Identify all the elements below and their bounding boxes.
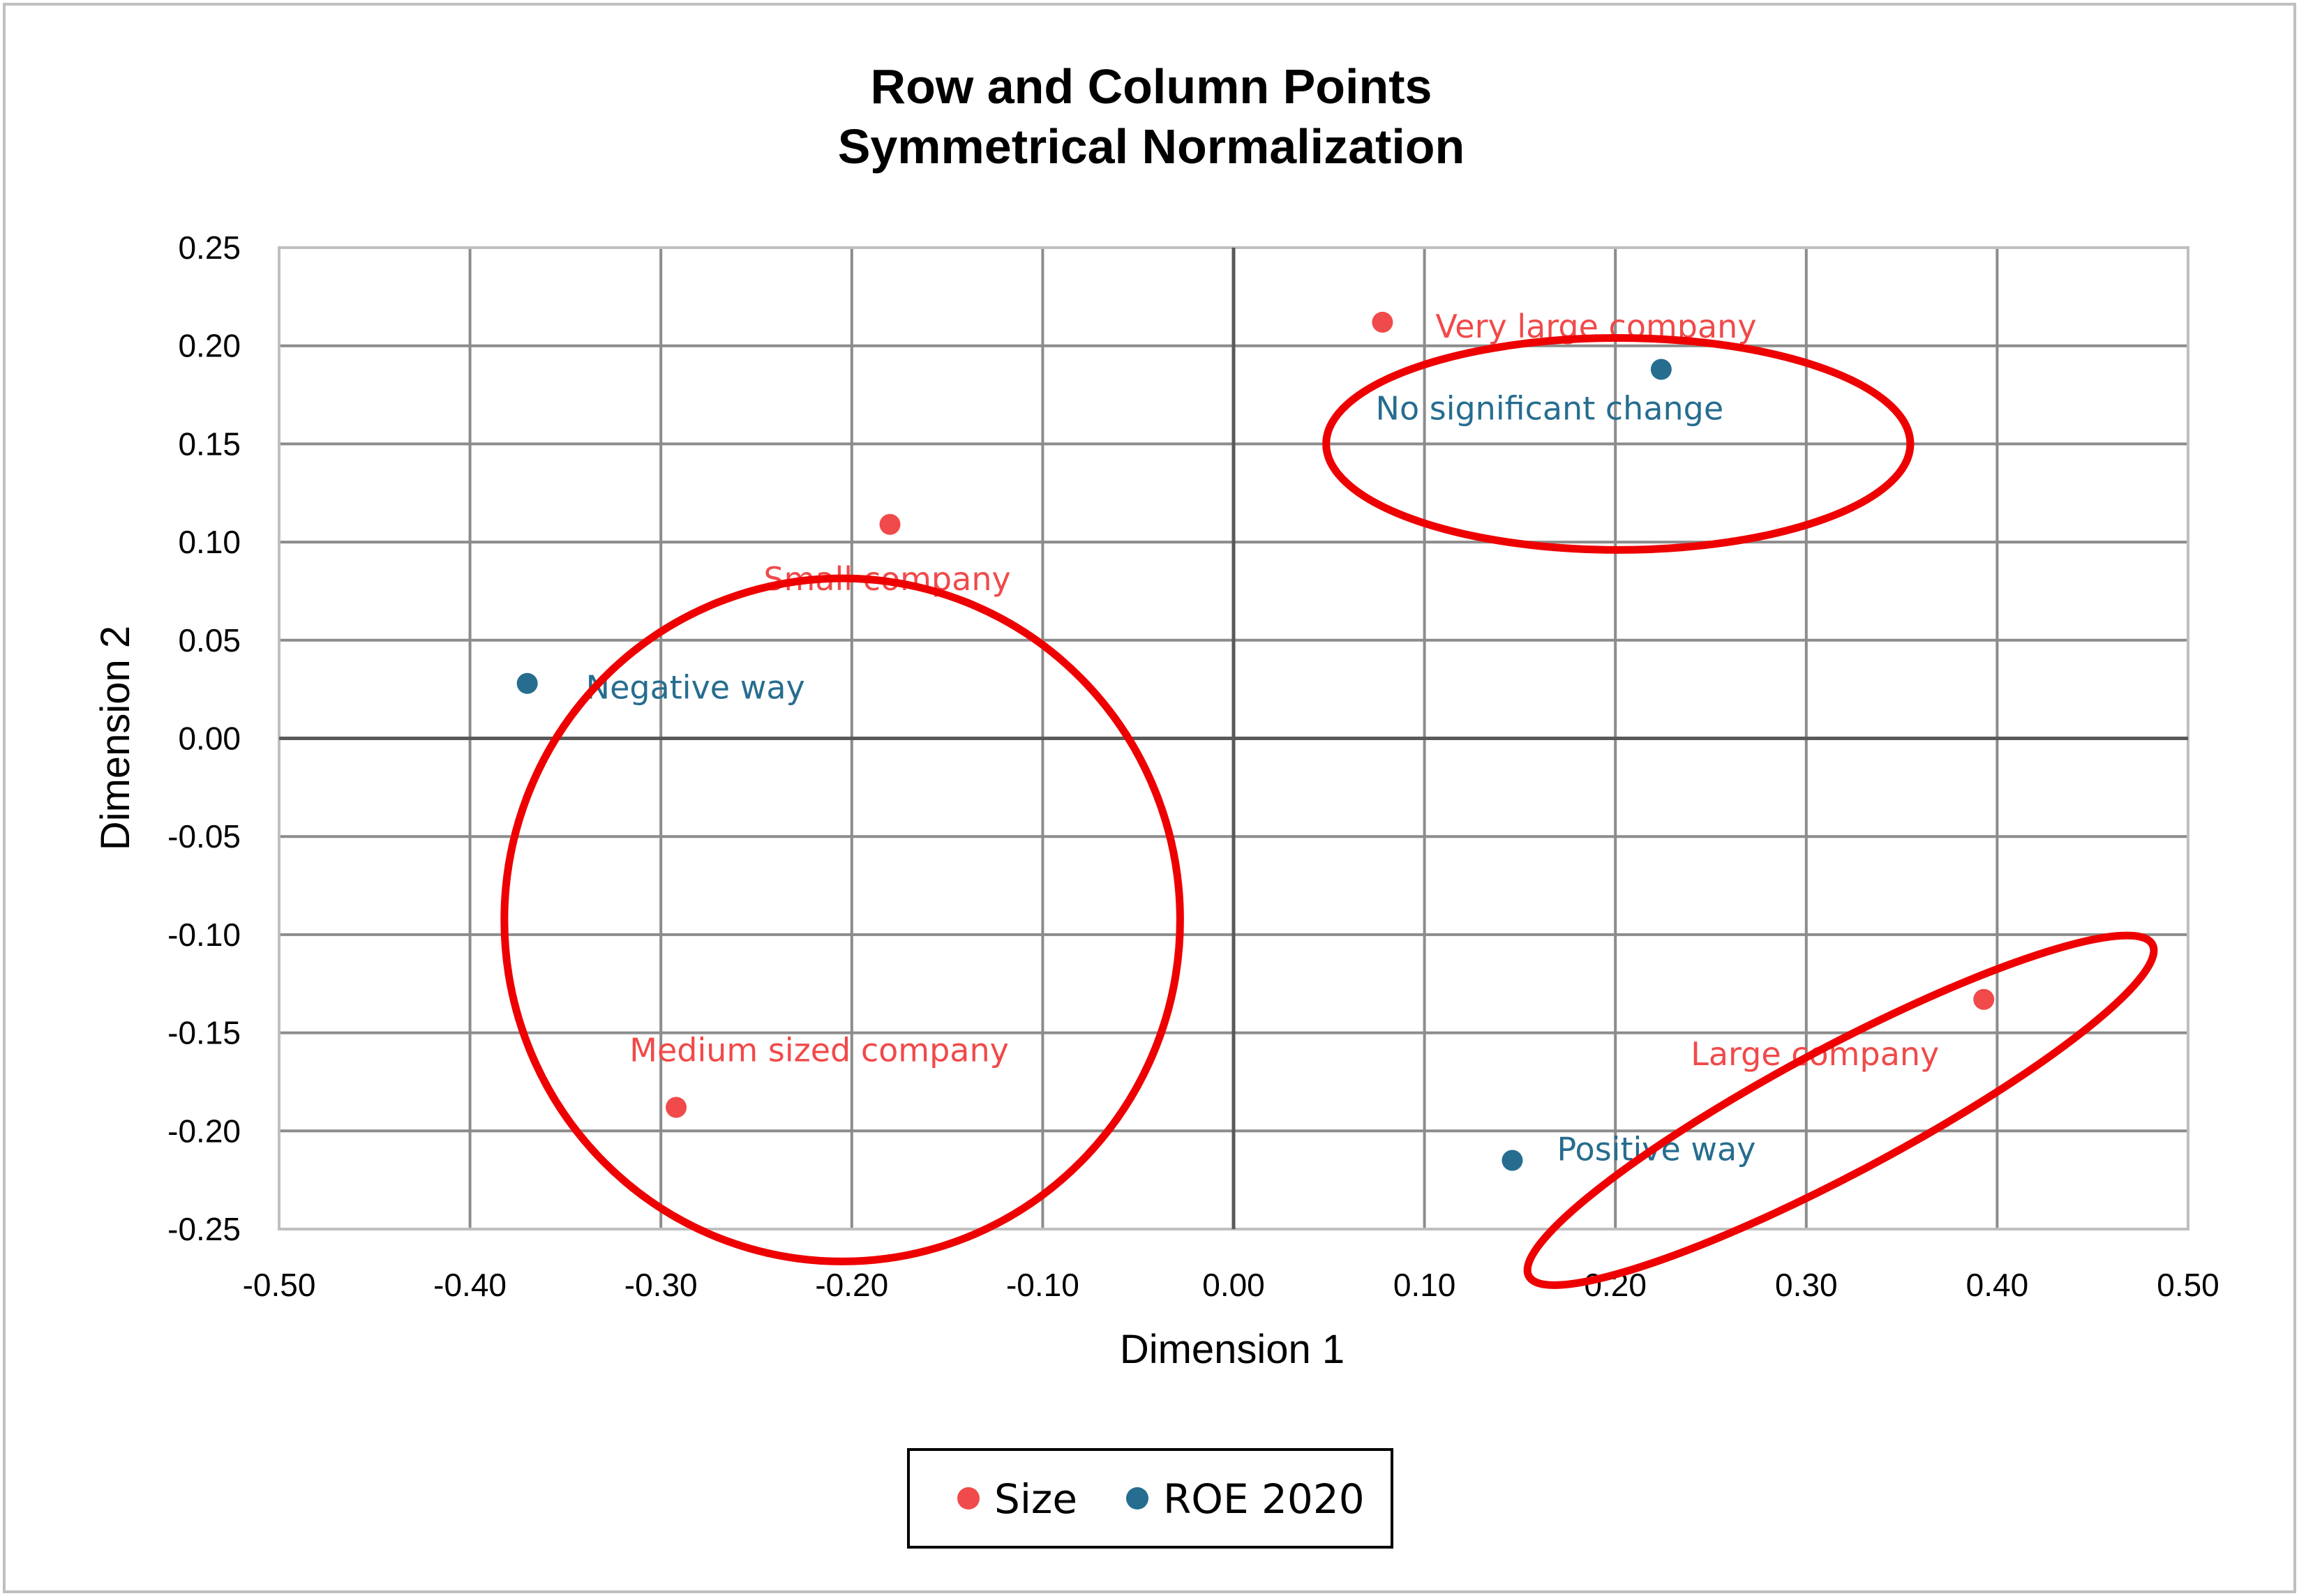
y-tick-label: -0.20 [167,1113,241,1149]
x-tick-label: -0.50 [243,1267,316,1303]
x-tick-label: -0.20 [815,1267,888,1303]
y-tick-label: -0.15 [167,1015,241,1051]
point-positive-way [1502,1150,1523,1171]
legend-marker-roe-2020 [1126,1487,1148,1510]
y-axis-title: Dimension 2 [93,626,138,850]
x-tick-label: 0.10 [1393,1267,1456,1303]
y-tick-label: 0.00 [178,721,241,757]
x-tick-label: 0.30 [1775,1267,1838,1303]
point-label-no-significant-change: No significant change [1376,389,1724,427]
x-tick-label: -0.30 [624,1267,698,1303]
cluster-ellipse-2 [1322,333,1915,554]
point-very-large-company [1372,311,1393,333]
point-small-company [879,513,901,535]
point-medium-sized-company [666,1097,687,1118]
y-tick-label: -0.05 [167,818,241,855]
chart-title-line-2: Symmetrical Normalization [838,119,1465,174]
point-no-significant-change [1650,359,1672,380]
point-label-negative-way: Negative way [586,669,805,707]
y-tick-labels: 0.25 0.20 0.15 0.10 0.05 0.00 -0.05 -0.10 -0.15 -… [167,229,241,1247]
y-tick-label: 0.05 [178,622,241,658]
point-label-medium-sized-company: Medium sized company [629,1032,1009,1069]
zero-axes [279,248,2188,1229]
y-tick-label: -0.10 [167,917,241,953]
x-tick-label: -0.10 [1006,1267,1079,1303]
x-tick-labels: -0.50 -0.40 -0.30 -0.20 -0.10 0.00 0.10 0.20 0.3… [243,1267,2219,1303]
y-tick-label: 0.25 [178,229,241,266]
y-tick-label: 0.15 [178,426,241,462]
y-tick-label: -0.25 [167,1211,241,1247]
legend-label-size: Size [994,1475,1077,1523]
x-axis-title: Dimension 1 [1120,1327,1345,1372]
chart-title-line-1: Row and Column Points [871,59,1432,114]
x-tick-label: -0.40 [433,1267,507,1303]
legend-box [907,1448,1393,1549]
chart-frame [3,3,2296,1593]
cluster-ellipse-1 [500,574,1184,1265]
legend-label-roe-2020: ROE 2020 [1163,1475,1365,1523]
legend-marker-size [957,1487,980,1510]
x-tick-label: 0.00 [1202,1267,1265,1303]
point-large-company [1973,988,1995,1010]
y-tick-label: 0.20 [178,328,241,364]
series-points [516,311,1995,1171]
x-tick-label: 0.50 [2157,1267,2219,1303]
x-tick-label: 0.40 [1966,1267,2029,1303]
legend: Size ROE 2020 [907,1448,1393,1549]
cluster-ellipses [500,333,2158,1289]
cluster-ellipse-3 [1523,931,2158,1289]
y-tick-label: 0.10 [178,524,241,560]
point-negative-way [516,672,538,694]
